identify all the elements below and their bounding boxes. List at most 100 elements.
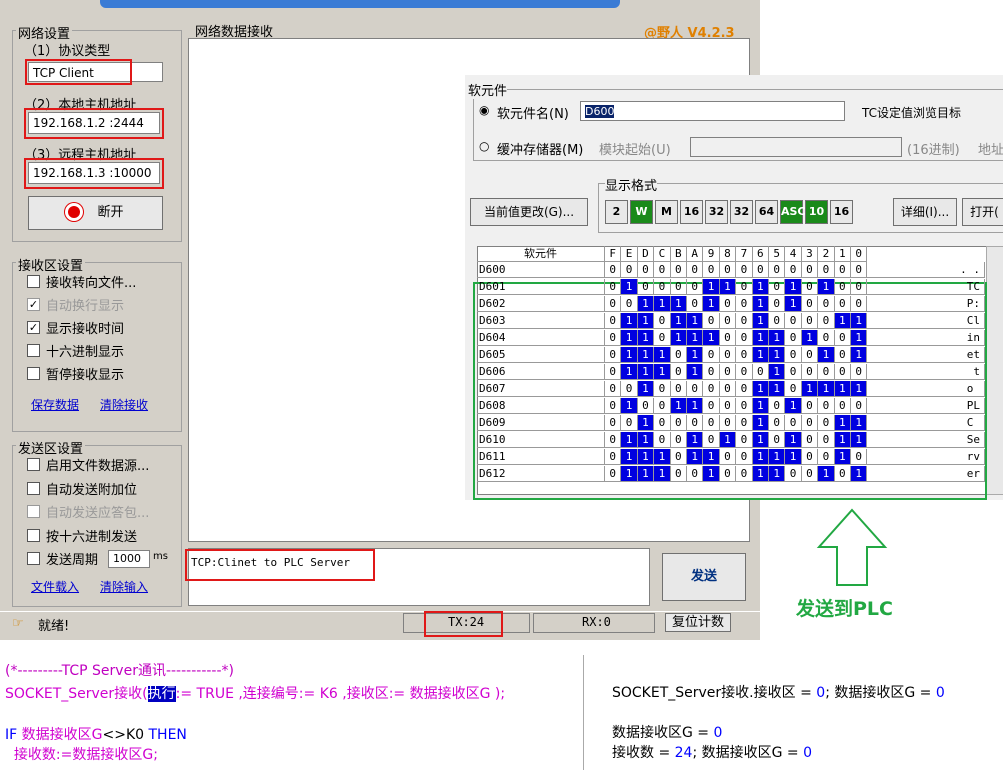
rx-count: RX:0 xyxy=(582,615,611,629)
bit-cell: 1 xyxy=(637,432,655,448)
bit-cell: 0 xyxy=(605,381,622,397)
bit-cell: 0 xyxy=(769,279,786,295)
local-address[interactable]: 192.168.1.2 :2444 xyxy=(28,112,160,134)
annotation: 发送到PLC xyxy=(796,598,893,620)
checkbox[interactable] xyxy=(27,458,40,471)
bit-cell: 0 xyxy=(785,364,802,380)
bit-header: A xyxy=(687,246,704,262)
area-title: 网络数据接收 xyxy=(195,25,274,40)
code-line: 接收数:=数据接收区G; xyxy=(5,744,158,764)
code-line: 数据接收区G = 0 xyxy=(612,722,722,742)
link[interactable]: 保存数据 xyxy=(31,398,80,412)
bit-cell: 0 xyxy=(687,381,704,397)
bit-cell: 0 xyxy=(736,279,753,295)
bit-cell: 1 xyxy=(621,330,638,346)
link[interactable]: 清除接收 xyxy=(100,398,149,412)
bit-cell: 1 xyxy=(621,364,638,380)
bit-cell: 0 xyxy=(687,262,704,278)
change-button[interactable]: 当前值更改(G)... xyxy=(470,198,588,226)
device-name: D612 xyxy=(477,466,605,482)
bit-cell: 0 xyxy=(605,296,622,312)
bit-cell: 0 xyxy=(834,330,851,346)
checkbox[interactable]: ✓ xyxy=(27,321,40,334)
code-token: (*---------TCP Server通讯-----------*) xyxy=(5,663,234,679)
bit-cell: 0 xyxy=(769,262,786,278)
bit-cell: 0 xyxy=(818,296,835,312)
checkbox[interactable] xyxy=(27,505,40,518)
format-button[interactable]: 16 xyxy=(830,200,853,224)
open-button[interactable]: 打开( xyxy=(962,198,1003,226)
disconnect-button[interactable]: 断开 xyxy=(28,196,163,230)
detail-button[interactable]: 详细(I)... xyxy=(893,198,957,226)
format-button[interactable]: 32 xyxy=(730,200,753,224)
bit-cell: 1 xyxy=(851,347,868,363)
format-button[interactable]: 2 xyxy=(605,200,628,224)
bit-cell: 0 xyxy=(785,466,802,482)
code-line: 接收数 = 24; 数据接收区G = 0 xyxy=(612,742,812,762)
bit-cell: 1 xyxy=(654,296,671,312)
bit-cell: 0 xyxy=(719,415,737,431)
code-token: 24 xyxy=(674,745,693,761)
bit-header: 0 xyxy=(851,246,868,262)
status-text: 就绪! xyxy=(38,619,70,634)
link[interactable]: 文件载入 xyxy=(31,580,80,594)
bit-cell: 0 xyxy=(801,296,819,312)
device-name-field[interactable]: D600 xyxy=(580,101,845,121)
checkbox[interactable] xyxy=(27,481,40,495)
protocol-select[interactable]: TCP Client xyxy=(28,62,163,82)
bit-cell: 0 xyxy=(736,432,753,448)
format-button[interactable]: W xyxy=(630,200,653,224)
device-name: D604 xyxy=(477,330,605,346)
code-token: 0 xyxy=(713,725,723,741)
format-button[interactable]: 32 xyxy=(705,200,728,224)
bit-cell: 1 xyxy=(818,279,835,295)
bit-cell: 0 xyxy=(851,449,868,465)
ascii-cell: et xyxy=(867,347,985,363)
checkbox[interactable] xyxy=(27,367,40,380)
bit-cell: 0 xyxy=(605,415,622,431)
bit-cell: 1 xyxy=(752,381,769,397)
bit-cell: 1 xyxy=(785,398,802,414)
checkbox[interactable]: ✓ xyxy=(27,298,40,311)
device-name: D605 xyxy=(477,347,605,363)
bit-cell: 0 xyxy=(605,398,622,414)
bit-cell: 1 xyxy=(719,279,737,295)
annotation-arrow xyxy=(816,508,888,586)
radio[interactable]: ◉ xyxy=(479,103,490,117)
radio[interactable]: ○ xyxy=(479,139,490,153)
checkbox[interactable] xyxy=(27,344,40,357)
highlight-box xyxy=(424,611,503,637)
checkbox[interactable] xyxy=(27,552,40,565)
send-button[interactable]: 发送 xyxy=(662,553,746,601)
bit-cell: 1 xyxy=(834,415,851,431)
bit-cell: 1 xyxy=(834,432,851,448)
reset-button[interactable]: 复位计数 xyxy=(665,613,731,632)
bit-cell: 1 xyxy=(687,398,704,414)
send-input[interactable] xyxy=(188,548,650,606)
send-text: TCP:Clinet to PLC Server xyxy=(191,556,350,569)
group-title: 接收区设置 xyxy=(16,255,86,274)
bit-cell: 0 xyxy=(605,347,622,363)
bit-cell: 1 xyxy=(654,347,671,363)
device-window: 软元件 ◉ 软元件名(N) D600 TC设定值浏览目标 ○ 缓冲存储器(M) … xyxy=(465,75,1003,500)
format-button[interactable]: M xyxy=(655,200,678,224)
bit-cell: 0 xyxy=(736,449,753,465)
format-button[interactable]: 64 xyxy=(755,200,778,224)
device-group xyxy=(473,89,1003,161)
format-button[interactable]: 16 xyxy=(680,200,703,224)
option-label: 十六进制显示 xyxy=(46,345,125,360)
bit-cell: 1 xyxy=(621,449,638,465)
device-name: D607 xyxy=(477,381,605,397)
link[interactable]: 清除输入 xyxy=(100,580,149,594)
format-button[interactable]: ASC xyxy=(780,200,806,224)
status-icon xyxy=(68,206,80,218)
code-line: (*---------TCP Server通讯-----------*) xyxy=(5,660,234,680)
period-input[interactable]: 1000 xyxy=(108,550,150,568)
bit-cell: 0 xyxy=(851,364,868,380)
bit-cell: 1 xyxy=(637,296,655,312)
remote-address[interactable]: 192.168.1.3 :10000 xyxy=(28,162,160,184)
checkbox[interactable] xyxy=(27,528,40,542)
checkbox[interactable] xyxy=(27,275,40,288)
ascii-cell: t xyxy=(867,364,985,380)
format-button[interactable]: 10 xyxy=(805,200,828,224)
